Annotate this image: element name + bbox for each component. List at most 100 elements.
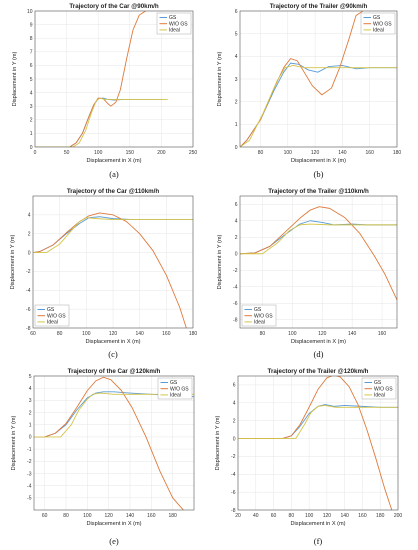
legend-entry: Ideal: [373, 28, 384, 34]
x-tick-label: 160: [358, 513, 367, 519]
axis-frame: [239, 195, 398, 329]
y-tick-label: 2: [235, 99, 238, 105]
legend-box: [156, 12, 192, 35]
y-tick-label: -4: [26, 288, 31, 294]
y-tick-label: 5: [29, 374, 32, 380]
x-tick-label: 250: [189, 150, 198, 156]
y-tick-label: -6: [231, 490, 236, 496]
y-tick-label: 3: [29, 398, 32, 404]
x-tick-label: 40: [253, 513, 259, 519]
y-tick-label: -1: [27, 447, 32, 453]
series-line-w-o-gs: [240, 206, 397, 301]
y-axis-label: Displacement in Y (m): [217, 234, 223, 289]
panel-caption: (d): [314, 349, 324, 359]
x-tick-label: 80: [289, 513, 295, 519]
axis-frame: [33, 375, 195, 511]
series-line-ideal: [240, 223, 397, 255]
x-tick-label: 180: [393, 150, 402, 156]
series-line-w-o-gs: [238, 376, 393, 510]
x-tick-label: 20: [235, 513, 241, 519]
chart-title: Trajectory of the Trailer @90km/h: [270, 3, 368, 10]
legend-box: [241, 304, 277, 327]
x-axis-label: Displacement in X (m): [291, 158, 346, 164]
chart-panel-1: 0 50 100 150 200 250 0 1 2 3 4 5 6 7 8 9 10 Trajectory of…: [12, 3, 197, 179]
y-tick-label: -8: [231, 508, 236, 514]
series-line-ideal: [34, 392, 194, 438]
chart-panel-5: 60 80 100 120 140 160 180 -5 -4 -3 -2 -1 0 1 2 3 4 5 Traje…: [11, 368, 195, 546]
x-tick-label: 100: [288, 331, 297, 337]
y-tick-label: -6: [233, 301, 238, 307]
x-tick-label: 180: [189, 331, 198, 337]
x-tick-label: 100: [83, 513, 92, 519]
legend-box: [34, 304, 70, 327]
legend-box: [360, 12, 396, 35]
y-tick-label: -8: [26, 326, 31, 332]
x-tick-label: 80: [258, 150, 264, 156]
x-tick-label: 120: [318, 331, 327, 337]
x-tick-label: 140: [340, 513, 349, 519]
y-tick-label: -6: [26, 307, 31, 313]
chart-panel-3: 60 80 100 120 140 160 180 -8 -6 -4 -2 0 2 4 Trajectory…: [10, 188, 197, 359]
y-tick-label: 1: [235, 122, 238, 128]
y-tick-label: -2: [27, 459, 32, 465]
y-tick-label: 1: [30, 131, 33, 137]
x-tick-label: 140: [135, 331, 144, 337]
series-line-ideal: [33, 217, 193, 254]
x-tick-label: 100: [284, 150, 293, 156]
x-tick-label: 60: [42, 513, 48, 519]
legend-entry: Ideal: [47, 320, 58, 326]
y-tick-label: 6: [30, 63, 33, 69]
x-tick-label: 60: [30, 331, 36, 337]
x-tick-label: 50: [64, 150, 70, 156]
y-tick-label: 6: [235, 9, 238, 15]
panel-caption: (c): [108, 349, 118, 359]
y-tick-label: -8: [233, 318, 238, 324]
panel-caption: (e): [109, 536, 119, 546]
y-tick-label: 0: [235, 145, 238, 151]
y-tick-label: 4: [28, 213, 31, 219]
y-tick-label: -2: [26, 269, 31, 275]
series-line-w-o-gs: [35, 11, 146, 147]
y-tick-label: 5: [235, 31, 238, 37]
series-line-ideal: [240, 64, 397, 147]
chart-title: Trajectory of the Trailer @120km/h: [268, 368, 369, 375]
x-tick-label: 160: [378, 331, 387, 337]
y-tick-label: 0: [233, 436, 236, 442]
y-tick-label: 0: [29, 435, 32, 441]
x-tick-label: 160: [366, 150, 375, 156]
y-tick-label: 4: [29, 386, 32, 392]
legend-entry: GS: [170, 380, 178, 386]
y-axis-label: Displacement in Y (m): [10, 234, 16, 289]
y-axis-label: Displacement in Y (m): [215, 415, 221, 470]
y-axis-label: Displacement in Y (m): [11, 415, 17, 470]
x-axis-label: Displacement in X (m): [86, 158, 141, 164]
series-line-w-o-gs: [34, 376, 184, 510]
legend-entry: GS: [169, 15, 177, 21]
x-tick-label: 100: [305, 513, 314, 519]
y-tick-label: 4: [235, 219, 238, 225]
y-tick-label: 4: [235, 54, 238, 60]
x-tick-label: 140: [338, 150, 347, 156]
chart-title: Trajectory of the Car @120km/h: [68, 368, 161, 375]
x-tick-label: 200: [157, 150, 166, 156]
y-tick-label: 2: [28, 232, 31, 238]
legend-entry: W/O GS: [169, 21, 188, 27]
x-tick-label: 100: [94, 150, 103, 156]
series-line-w-o-gs: [33, 212, 187, 328]
y-tick-label: 0: [28, 250, 31, 256]
chart-title: Trajectory of the Trailer @110km/h: [268, 188, 369, 195]
x-tick-label: 120: [109, 331, 118, 337]
y-tick-label: 4: [233, 401, 236, 407]
y-tick-label: 0: [30, 145, 33, 151]
y-axis-label: Displacement in Y (m): [217, 51, 223, 106]
panel-caption: (f): [314, 536, 323, 546]
chart-panel-6: 20 40 60 80 100 120 140 160 180 200 -8 -6 -4 -2 0 2 4 6 Tr…: [215, 368, 402, 546]
legend-entry: Ideal: [169, 28, 180, 34]
y-tick-label: -2: [231, 454, 236, 460]
y-tick-label: 5: [30, 77, 33, 83]
y-tick-label: 3: [235, 77, 238, 83]
